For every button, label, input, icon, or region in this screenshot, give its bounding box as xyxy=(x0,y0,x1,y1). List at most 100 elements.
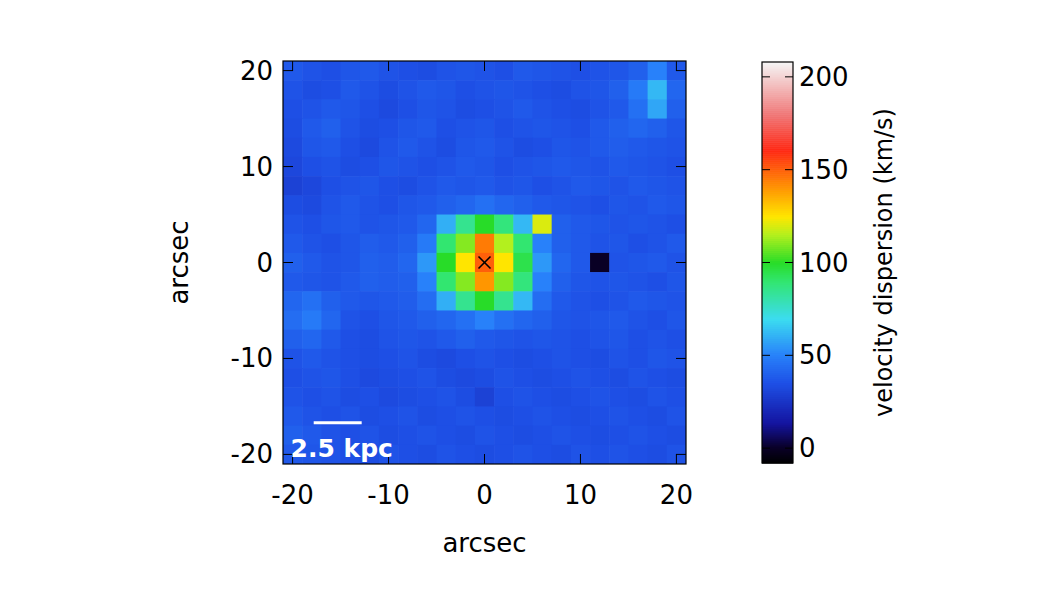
cell xyxy=(475,426,495,446)
cell xyxy=(628,157,648,177)
cell xyxy=(609,349,629,369)
cell xyxy=(513,445,533,464)
cell xyxy=(552,368,572,388)
cell xyxy=(494,99,514,119)
cell xyxy=(456,349,476,369)
cell xyxy=(456,253,476,273)
cell xyxy=(513,157,533,177)
cell xyxy=(609,330,629,350)
cell xyxy=(667,215,686,235)
y-axis-title: arcsec xyxy=(164,220,194,304)
cell xyxy=(628,138,648,158)
cell xyxy=(628,215,648,235)
cell xyxy=(667,368,686,388)
cell xyxy=(590,138,610,158)
cell xyxy=(532,138,552,158)
cell xyxy=(475,310,495,330)
cell xyxy=(513,215,533,235)
cell xyxy=(609,157,629,177)
colorbar-tick-label: 200 xyxy=(799,62,849,92)
x-tick-label: 20 xyxy=(660,480,693,510)
cell xyxy=(532,253,552,273)
cell xyxy=(417,157,437,177)
cell xyxy=(590,368,610,388)
cell xyxy=(398,291,418,311)
cell xyxy=(648,234,668,254)
cell xyxy=(379,310,399,330)
y-tick-label: 0 xyxy=(256,248,273,278)
cell xyxy=(283,310,303,330)
cell xyxy=(571,272,591,292)
cell xyxy=(379,80,399,100)
cell xyxy=(571,349,591,369)
cell xyxy=(417,195,437,215)
x-tick xyxy=(484,454,485,464)
cell xyxy=(628,349,648,369)
cell xyxy=(552,99,572,119)
cell xyxy=(283,349,303,369)
colorbar-frame xyxy=(762,62,793,463)
cell xyxy=(532,330,552,350)
cell xyxy=(609,291,629,311)
cell xyxy=(532,195,552,215)
cell xyxy=(494,253,514,273)
cell xyxy=(283,195,303,215)
cell xyxy=(571,445,591,464)
cell xyxy=(302,61,322,81)
cell xyxy=(552,157,572,177)
cell xyxy=(341,272,361,292)
cell xyxy=(437,272,457,292)
cell xyxy=(341,349,361,369)
cell xyxy=(532,310,552,330)
colorbar-tick-label: 0 xyxy=(799,433,816,463)
colorbar-tick xyxy=(785,76,793,77)
colorbar-tick xyxy=(762,169,770,170)
cell xyxy=(552,195,572,215)
cell xyxy=(590,387,610,407)
cell xyxy=(341,368,361,388)
cell xyxy=(494,387,514,407)
x-tick xyxy=(388,61,389,71)
cell xyxy=(667,406,686,426)
cell xyxy=(417,406,437,426)
cell xyxy=(302,157,322,177)
cell xyxy=(302,195,322,215)
cell xyxy=(552,176,572,196)
cell xyxy=(552,291,572,311)
cell xyxy=(590,445,610,464)
cell xyxy=(494,310,514,330)
cell xyxy=(571,406,591,426)
cell xyxy=(475,330,495,350)
cell xyxy=(379,291,399,311)
cell xyxy=(648,99,668,119)
cell xyxy=(379,330,399,350)
cell xyxy=(321,80,341,100)
cell xyxy=(609,61,629,81)
cell xyxy=(513,253,533,273)
y-tick xyxy=(676,454,686,455)
cell xyxy=(628,99,648,119)
cell xyxy=(590,272,610,292)
cell xyxy=(475,445,495,464)
cell xyxy=(648,195,668,215)
cell xyxy=(302,138,322,158)
cell xyxy=(379,215,399,235)
cell xyxy=(437,234,457,254)
cell xyxy=(590,310,610,330)
cell xyxy=(321,272,341,292)
cell xyxy=(532,176,552,196)
x-tick-label: 0 xyxy=(476,480,493,510)
cell xyxy=(667,310,686,330)
cell xyxy=(456,368,476,388)
cell xyxy=(417,291,437,311)
cell xyxy=(667,157,686,177)
cell xyxy=(302,234,322,254)
cell xyxy=(494,349,514,369)
cell xyxy=(590,253,610,273)
cell xyxy=(590,119,610,139)
cell xyxy=(628,253,648,273)
x-tick xyxy=(676,61,677,71)
x-tick xyxy=(580,61,581,71)
cell xyxy=(532,99,552,119)
cell xyxy=(437,157,457,177)
